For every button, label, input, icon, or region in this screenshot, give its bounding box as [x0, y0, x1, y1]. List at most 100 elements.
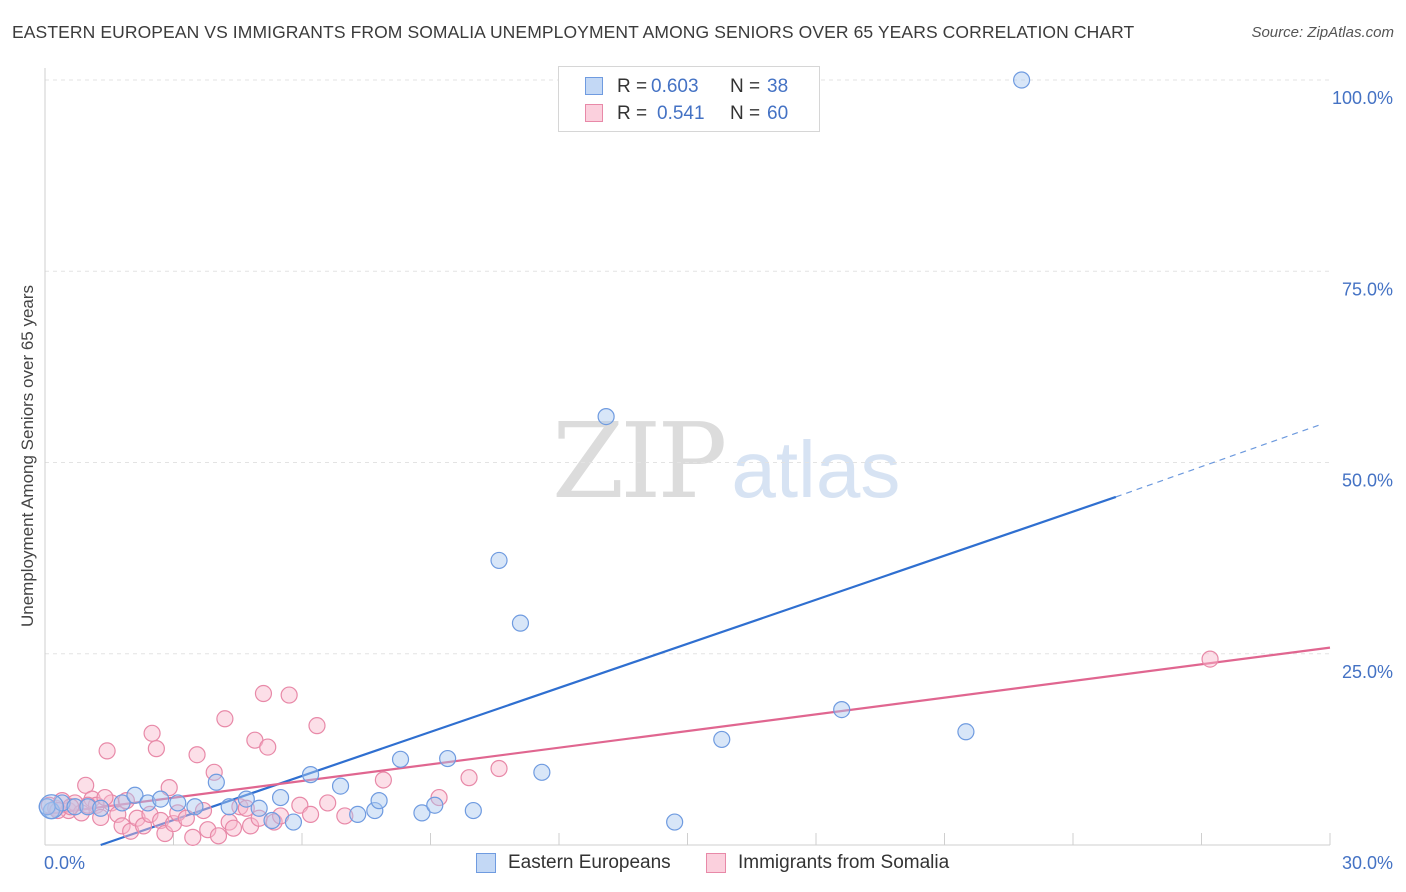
watermark: ZIP atlas: [552, 400, 900, 522]
point-eastern-europeans: [79, 798, 97, 816]
point-eastern-europeans: [391, 750, 410, 768]
point-immigrants-from-somalia: [259, 738, 277, 756]
point-eastern-europeans: [666, 813, 684, 831]
point-eastern-europeans: [331, 777, 350, 795]
point-immigrants-from-somalia: [199, 821, 217, 839]
bottom-legend-swatch: [706, 853, 726, 873]
legend-n-value: 38: [767, 76, 789, 97]
trend-line-eastern-europeans: [100, 495, 1117, 847]
point-immigrants-from-somalia: [216, 710, 234, 728]
point-eastern-europeans: [271, 788, 290, 807]
point-immigrants-from-somalia: [177, 809, 195, 827]
watermark-zip: ZIP: [552, 400, 727, 522]
point-immigrants-from-somalia: [460, 769, 478, 787]
y-tick-label: 50.0%: [1342, 471, 1393, 491]
point-eastern-europeans: [186, 798, 204, 816]
y-tick-label: 100.0%: [1332, 88, 1393, 108]
x-tick-label: 0.0%: [44, 853, 85, 873]
legend-n-value: 60: [767, 103, 789, 124]
point-eastern-europeans: [66, 798, 84, 816]
bottom-legend-swatch: [476, 853, 496, 873]
point-eastern-europeans: [207, 773, 225, 791]
point-eastern-europeans: [152, 790, 170, 808]
point-eastern-europeans: [250, 799, 268, 817]
point-immigrants-from-somalia: [160, 779, 178, 797]
point-immigrants-from-somalia: [1201, 650, 1219, 668]
point-immigrants-from-somalia: [301, 805, 320, 824]
point-eastern-europeans: [464, 801, 482, 820]
legend-swatch-immigrants-from-somalia: [585, 104, 603, 122]
point-cluster-eastern-europeans: [38, 794, 65, 820]
tick-labels: 25.0% 50.0% 75.0% 100.0% 0.0% 30.0%: [44, 88, 1393, 873]
point-immigrants-from-somalia: [62, 798, 80, 816]
point-eastern-europeans: [263, 811, 281, 830]
watermark-atlas: atlas: [731, 425, 901, 514]
point-immigrants-from-somalia: [143, 724, 161, 742]
point-eastern-europeans: [490, 551, 508, 570]
point-eastern-europeans: [349, 805, 367, 824]
point-eastern-europeans: [139, 794, 157, 812]
point-immigrants-from-somalia: [224, 819, 243, 837]
y-tick-label: 25.0%: [1342, 662, 1393, 682]
point-immigrants-from-somalia: [77, 776, 95, 794]
y-tick-label: 75.0%: [1342, 279, 1393, 299]
y-axis-label: Unemployment Among Seniors over 65 years: [18, 285, 37, 627]
point-eastern-europeans: [597, 408, 615, 426]
point-eastern-europeans: [370, 792, 388, 810]
point-immigrants-from-somalia: [164, 814, 183, 833]
legend-n-label: N =: [730, 103, 761, 124]
point-immigrants-from-somalia: [336, 807, 354, 825]
point-eastern-europeans: [301, 766, 320, 784]
source-attribution: Source: ZipAtlas.com: [1251, 24, 1394, 41]
point-eastern-europeans: [92, 799, 110, 817]
point-eastern-europeans: [113, 794, 131, 812]
point-immigrants-from-somalia: [254, 684, 273, 703]
legend-n-label: N =: [730, 76, 761, 97]
data-points: [38, 71, 1219, 846]
point-eastern-europeans: [366, 801, 384, 820]
point-eastern-europeans: [713, 730, 731, 749]
point-eastern-europeans: [833, 700, 851, 719]
point-immigrants-from-somalia: [188, 746, 206, 764]
point-immigrants-from-somalia: [98, 742, 116, 760]
point-eastern-europeans: [957, 723, 975, 741]
axes: [44, 68, 1331, 846]
point-immigrants-from-somalia: [113, 817, 131, 835]
bottom-legend-label: Eastern Europeans: [508, 852, 671, 873]
chart-title: EASTERN EUROPEAN VS IMMIGRANTS FROM SOMA…: [12, 22, 1135, 42]
point-immigrants-from-somalia: [209, 827, 228, 845]
trend-line-immigrants-from-somalia: [44, 646, 1331, 816]
point-eastern-europeans: [413, 804, 431, 822]
legend-r-value: 0.603: [651, 76, 699, 97]
correlation-legend: R = 0.603 N = 38 R = 0.541 N = 60: [558, 66, 820, 132]
point-immigrants-from-somalia: [319, 794, 337, 812]
point-immigrants-from-somalia: [374, 771, 392, 789]
point-eastern-europeans: [511, 614, 530, 632]
legend-r-label: R =: [617, 76, 648, 97]
point-eastern-europeans: [426, 796, 444, 814]
bottom-legend-label: Immigrants from Somalia: [738, 852, 950, 873]
point-immigrants-from-somalia: [96, 788, 114, 807]
point-immigrants-from-somalia: [194, 801, 213, 820]
trend-line-extension: [1115, 423, 1322, 498]
point-immigrants-from-somalia: [237, 799, 255, 817]
point-eastern-europeans: [237, 790, 255, 808]
point-immigrants-from-somalia: [280, 686, 298, 704]
point-eastern-europeans: [284, 813, 303, 831]
legend-swatch-eastern-europeans: [585, 77, 603, 95]
point-eastern-europeans: [1012, 71, 1031, 89]
point-eastern-europeans: [439, 749, 457, 768]
point-immigrants-from-somalia: [152, 811, 170, 830]
point-immigrants-from-somalia: [92, 808, 110, 827]
point-immigrants-from-somalia: [169, 804, 187, 822]
point-immigrants-from-somalia: [184, 828, 202, 846]
x-tick-label: 30.0%: [1342, 853, 1393, 873]
grid-lines: [45, 79, 1330, 655]
point-immigrants-from-somalia: [147, 740, 165, 758]
point-eastern-europeans: [169, 794, 187, 812]
legend-r-value: 0.541: [657, 103, 705, 124]
point-immigrants-from-somalia: [490, 759, 508, 778]
point-eastern-europeans: [126, 786, 144, 804]
point-eastern-europeans: [220, 798, 238, 816]
